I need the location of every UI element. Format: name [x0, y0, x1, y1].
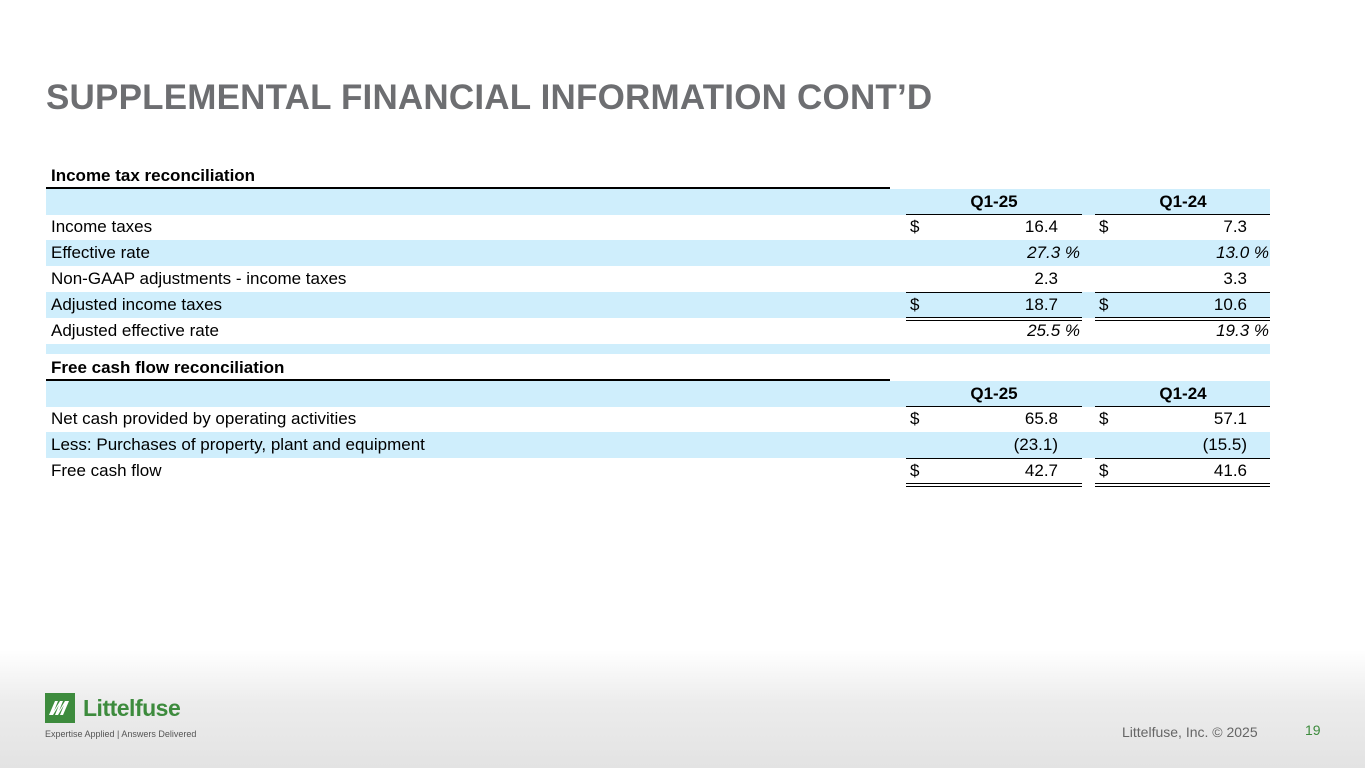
row-label: Adjusted income taxes: [51, 295, 223, 314]
column-header-q1-24: Q1-24: [1159, 192, 1207, 211]
currency-symbol: $: [1099, 295, 1109, 314]
page-number: 19: [1305, 722, 1321, 738]
value-q1-24: 10.6: [1213, 295, 1247, 314]
currency-symbol: $: [910, 217, 920, 236]
column-rule: [906, 458, 1082, 459]
column-header-row: Q1-25 Q1-24: [46, 189, 1270, 215]
value-q1-25: (23.1): [1013, 435, 1058, 454]
table-row: Income taxes $ 16.4 $ 7.3: [46, 214, 1270, 240]
table-row: Adjusted income taxes $ 18.7 $ 10.6: [46, 292, 1270, 318]
row-label: Income taxes: [51, 217, 153, 236]
table-row: Less: Purchases of property, plant and e…: [46, 432, 1270, 458]
value-q1-25: 25.5 %: [1027, 321, 1080, 340]
value-q1-25: 2.3: [1034, 269, 1058, 288]
value-q1-25: 27.3 %: [1027, 243, 1080, 262]
column-header-q1-25: Q1-25: [970, 384, 1018, 403]
section-rule: [46, 187, 890, 189]
row-label: Effective rate: [51, 243, 150, 262]
value-q1-24: 3.3: [1223, 269, 1247, 288]
currency-symbol: $: [1099, 461, 1109, 480]
slide-title: SUPPLEMENTAL FINANCIAL INFORMATION CONT’…: [46, 78, 933, 117]
double-rule: [906, 317, 1082, 321]
spacer-row: [46, 344, 1270, 354]
currency-symbol: $: [910, 461, 920, 480]
footer-band: [0, 650, 1365, 768]
row-label: Adjusted effective rate: [51, 321, 219, 340]
table-row: Free cash flow $ 42.7 $ 41.6: [46, 458, 1270, 484]
column-rule: [1095, 406, 1270, 407]
table-row: Non-GAAP adjustments - income taxes 2.3 …: [46, 266, 1270, 292]
column-rule: [906, 292, 1082, 293]
logo-tagline: Expertise Applied | Answers Delivered: [45, 729, 197, 739]
currency-symbol: $: [910, 409, 920, 428]
double-rule: [1095, 317, 1270, 321]
free-cash-flow-title: Free cash flow reconciliation: [51, 358, 285, 377]
currency-symbol: $: [1099, 409, 1109, 428]
column-header-row: Q1-25 Q1-24: [46, 381, 1270, 407]
row-label: Net cash provided by operating activitie…: [51, 409, 357, 428]
value-q1-24: 41.6: [1213, 461, 1247, 480]
double-rule: [1095, 483, 1270, 487]
copyright-text: Littelfuse, Inc. © 2025: [1122, 724, 1258, 740]
row-label: Free cash flow: [51, 461, 162, 480]
double-rule: [906, 483, 1082, 487]
column-rule: [1095, 458, 1270, 459]
currency-symbol: $: [910, 295, 920, 314]
column-header-q1-25: Q1-25: [970, 192, 1018, 211]
column-rule: [906, 214, 1082, 215]
value-q1-25: 18.7: [1024, 295, 1058, 314]
row-label: Less: Purchases of property, plant and e…: [51, 435, 425, 454]
currency-symbol: $: [1099, 217, 1109, 236]
table-row: Adjusted effective rate 25.5 % 19.3 %: [46, 318, 1270, 344]
column-rule: [1095, 292, 1270, 293]
value-q1-24: (15.5): [1202, 435, 1247, 454]
row-label: Non-GAAP adjustments - income taxes: [51, 269, 347, 288]
column-rule: [906, 406, 1082, 407]
value-q1-25: 65.8: [1024, 409, 1058, 428]
income-tax-title: Income tax reconciliation: [51, 166, 256, 185]
value-q1-24: 13.0 %: [1216, 243, 1269, 262]
table-row: Net cash provided by operating activitie…: [46, 406, 1270, 432]
logo-mark-icon: [45, 693, 75, 723]
column-header-q1-24: Q1-24: [1159, 384, 1207, 403]
value-q1-25: 16.4: [1024, 217, 1058, 236]
value-q1-24: 57.1: [1213, 409, 1247, 428]
table-row: Effective rate 27.3 % 13.0 %: [46, 240, 1270, 266]
column-rule: [1095, 214, 1270, 215]
value-q1-25: 42.7: [1024, 461, 1058, 480]
logo-wordmark: Littelfuse: [83, 695, 181, 721]
value-q1-24: 19.3 %: [1216, 321, 1269, 340]
section-rule: [46, 379, 890, 381]
value-q1-24: 7.3: [1223, 217, 1247, 236]
